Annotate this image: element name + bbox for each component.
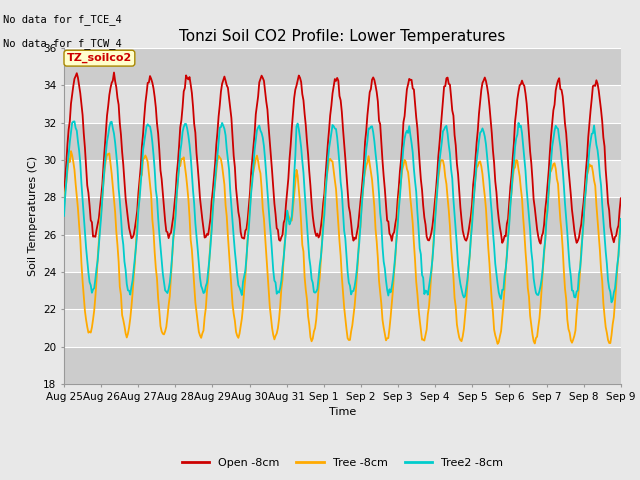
X-axis label: Time: Time xyxy=(329,407,356,417)
Bar xyxy=(64,235,621,272)
Bar xyxy=(64,197,621,235)
Legend: Open -8cm, Tree -8cm, Tree2 -8cm: Open -8cm, Tree -8cm, Tree2 -8cm xyxy=(177,454,508,472)
Bar xyxy=(64,85,621,123)
Bar xyxy=(64,347,621,384)
Bar xyxy=(64,309,621,347)
Text: No data for f_TCW_4: No data for f_TCW_4 xyxy=(3,38,122,49)
Title: Tonzi Soil CO2 Profile: Lower Temperatures: Tonzi Soil CO2 Profile: Lower Temperatur… xyxy=(179,29,506,44)
Y-axis label: Soil Temperatures (C): Soil Temperatures (C) xyxy=(28,156,38,276)
Bar xyxy=(64,272,621,309)
Bar xyxy=(64,160,621,197)
Bar xyxy=(64,123,621,160)
Bar xyxy=(64,48,621,85)
Text: No data for f_TCE_4: No data for f_TCE_4 xyxy=(3,14,122,25)
Text: TZ_soilco2: TZ_soilco2 xyxy=(67,53,132,63)
